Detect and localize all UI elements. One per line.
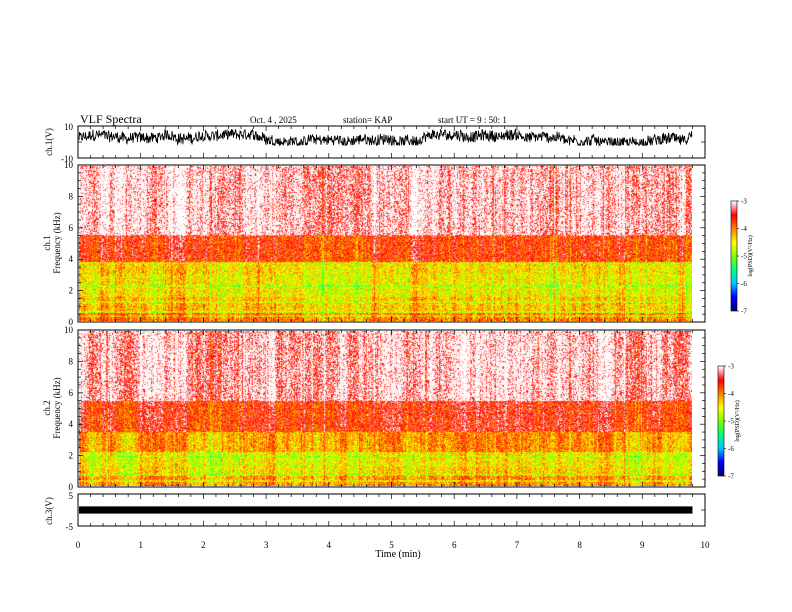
ch1-spectrogram-ylabel: Frequency (kHz) [52, 212, 62, 273]
ch2-colorbar-ticks: -3 -4 -5 -6 -7 [724, 363, 734, 481]
freq-tick-label: 8 [69, 356, 74, 366]
ch3-waveform-trace [79, 506, 693, 514]
ch1-ytick-max: 10 [64, 122, 74, 132]
ch1-ylabel: ch.1(V) [44, 128, 54, 156]
x-tick-label: 1 [138, 540, 143, 550]
colorbar-tick-label: -4 [741, 225, 747, 233]
x-tick-label: 4 [327, 540, 332, 550]
freq-tick-label: 2 [69, 451, 74, 461]
ch2-spectrogram-image [79, 331, 692, 486]
colorbar-tick-label: -3 [728, 363, 734, 371]
ch1-spectrogram-yticks: 0 2 4 6 8 10 [64, 160, 705, 327]
x-axis-label: Time (min) [375, 549, 420, 560]
x-tick-label: 10 [701, 540, 711, 550]
colorbar-tick-label: -6 [741, 280, 747, 288]
ch1-spectrogram-channel-label: ch.1 [42, 235, 52, 250]
colorbar-gradient [718, 366, 724, 476]
start-time-label: start UT = 9 : 50: 1 [438, 115, 507, 125]
ch2-spectrogram-channel-label: ch.2 [42, 400, 52, 415]
freq-tick-label: 4 [69, 254, 74, 264]
ch3-ytick-min: -5 [66, 522, 74, 532]
ch3-waveform-panel: 5 -5 ch.3(V) [44, 491, 706, 532]
ch1-colorbar-label: log(PSD)(V²/Hz) [747, 235, 754, 276]
ch3-ytick-max: 5 [69, 491, 74, 501]
x-tick-label: 6 [452, 540, 457, 550]
freq-tick-label: 6 [69, 388, 74, 398]
ch1-ytick-min: -10 [61, 154, 73, 164]
ch1-waveform-trace [78, 128, 693, 147]
freq-tick-label: 8 [69, 191, 74, 201]
station-label: station= KAP [343, 115, 392, 125]
colorbar-tick-label: -6 [728, 445, 734, 453]
colorbar-tick-label: -4 [728, 390, 734, 398]
x-tick-label: 5 [389, 540, 394, 550]
x-tick-label: 8 [577, 540, 582, 550]
freq-tick-label: 4 [69, 419, 74, 429]
freq-tick-label: 10 [64, 325, 74, 335]
ch3-ylabel: ch.3(V) [44, 497, 54, 525]
x-tick-label: 7 [515, 540, 520, 550]
ch2-spectrogram-ylabel: Frequency (kHz) [52, 377, 62, 438]
x-tick-label: 9 [640, 540, 645, 550]
freq-tick-label: 0 [69, 482, 74, 492]
colorbar-tick-label: -5 [741, 253, 747, 261]
freq-tick-label: 10 [64, 160, 74, 170]
x-tick-label: 3 [264, 540, 269, 550]
x-tick-label: 2 [201, 540, 206, 550]
ch2-spectrogram-yticks: 0 2 4 6 8 10 [64, 325, 705, 492]
colorbar-tick-label: -7 [728, 473, 734, 481]
freq-tick-label: 6 [69, 223, 74, 233]
colorbar-tick-label: -5 [728, 418, 734, 426]
x-axis-ticks: 0 1 2 3 4 5 6 7 8 9 10 [76, 126, 710, 550]
date-label: Oct. 4 , 2025 [250, 115, 297, 125]
ch1-spectrogram-image [79, 166, 692, 321]
colorbar-tick-label: -3 [741, 198, 747, 206]
freq-tick-label: 0 [69, 317, 74, 327]
colorbar-tick-label: -7 [741, 308, 747, 316]
colorbar-gradient [731, 201, 737, 311]
figure-title: VLF Spectra [80, 112, 142, 126]
ch1-waveform-panel: 10 -10 ch.1(V) [44, 122, 706, 164]
x-tick-label: 0 [76, 540, 81, 550]
ch2-colorbar-label: log(PSD)(V²/Hz) [734, 400, 741, 441]
freq-tick-label: 2 [69, 286, 74, 296]
ch1-colorbar-ticks: -3 -4 -5 -6 -7 [737, 198, 747, 316]
